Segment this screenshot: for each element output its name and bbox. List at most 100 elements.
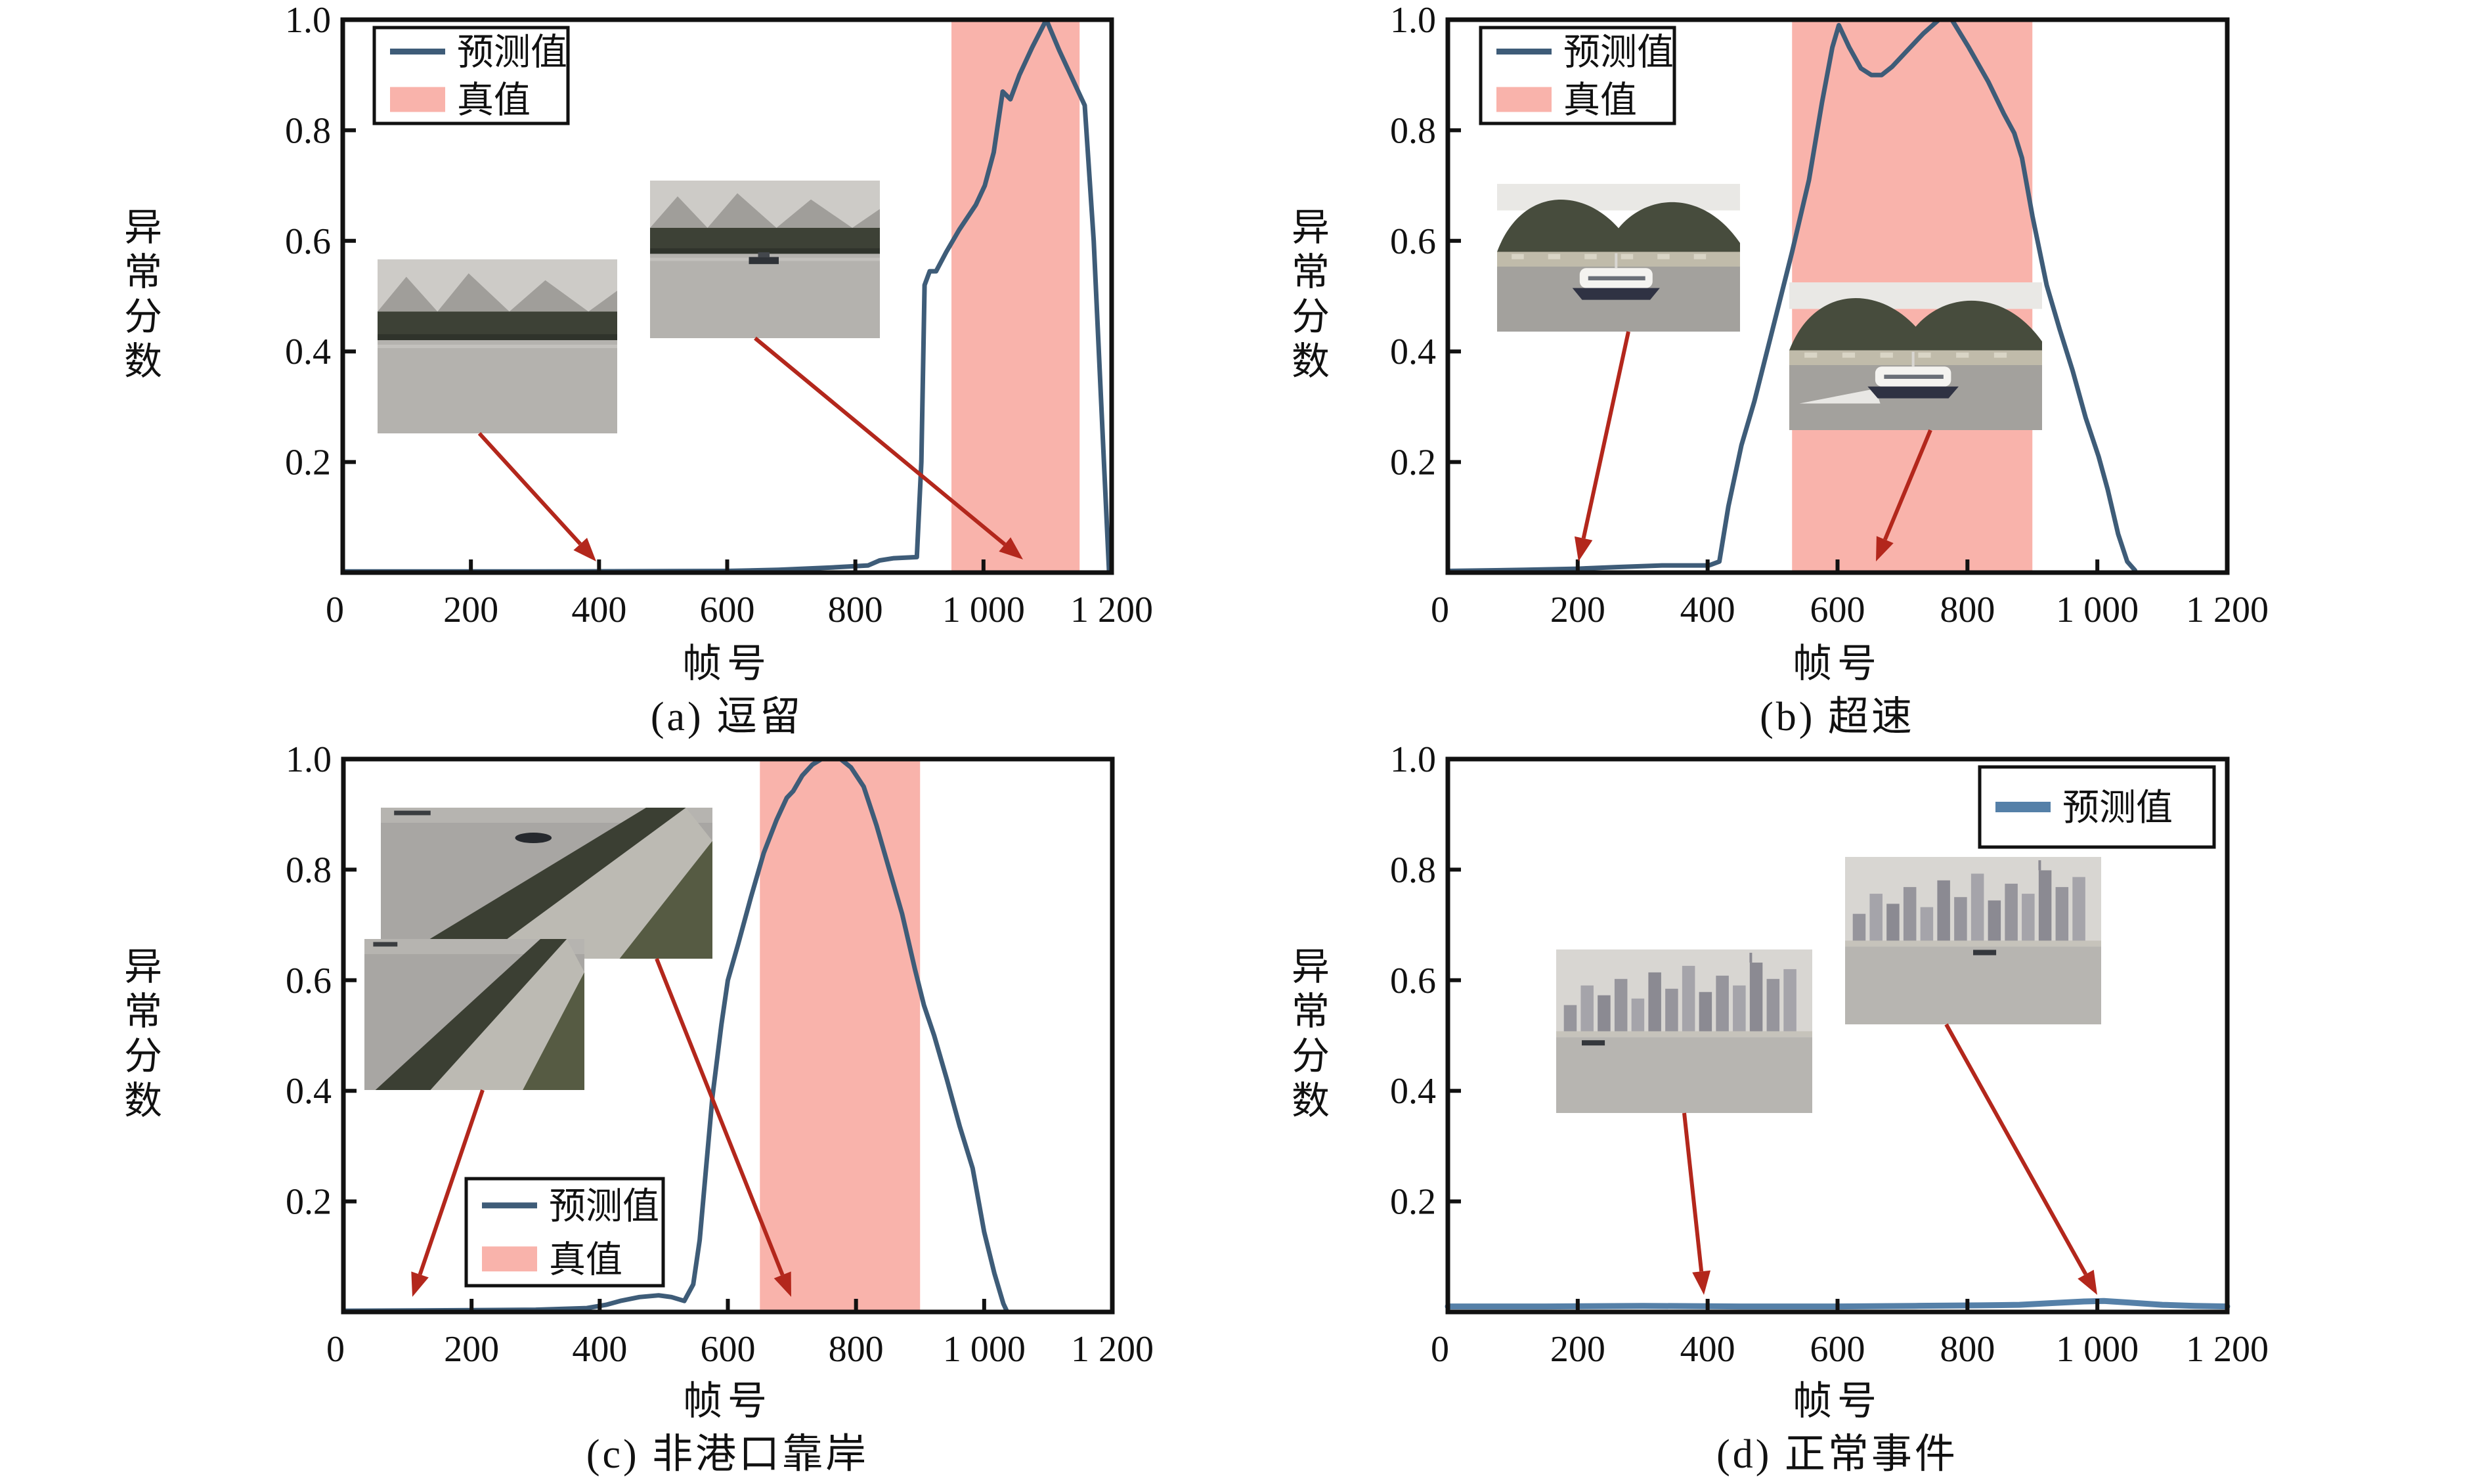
inset-building bbox=[2022, 894, 2035, 944]
ground-truth-band bbox=[951, 20, 1080, 573]
legend-label: 真值 bbox=[1563, 81, 1637, 121]
inset-building bbox=[1869, 894, 1883, 944]
x-axis-label: 帧号 bbox=[683, 1380, 772, 1423]
inset-town-houses bbox=[1804, 352, 1818, 358]
inset-shore bbox=[378, 334, 617, 341]
x-tick-label: 0 bbox=[326, 590, 344, 630]
x-tick-label: 1 000 bbox=[943, 1329, 1026, 1370]
inset-image bbox=[650, 181, 880, 338]
inset-road bbox=[430, 939, 584, 1090]
y-tick-label: 0.2 bbox=[1390, 443, 1436, 483]
annotation-arrow-head bbox=[2078, 1269, 2097, 1295]
x-tick-label: 800 bbox=[1940, 590, 1995, 630]
inset-town-houses bbox=[1548, 253, 1561, 259]
annotation-arrow-head bbox=[773, 1271, 791, 1297]
inset-building bbox=[1783, 969, 1796, 1035]
y-tick-label: 0.6 bbox=[1390, 221, 1436, 262]
inset-boat bbox=[1582, 1040, 1605, 1046]
prediction-line bbox=[1445, 17, 2137, 573]
inset-building bbox=[1920, 907, 1934, 944]
annotation-arrow-shaft bbox=[655, 957, 785, 1276]
y-tick-label: 0.6 bbox=[285, 221, 331, 262]
legend: 预测值 bbox=[1978, 765, 2216, 849]
inset-building bbox=[1614, 978, 1628, 1035]
annotation-arrow-shaft bbox=[1682, 1112, 1704, 1272]
inset-building bbox=[1648, 972, 1661, 1035]
annotation-arrow-shaft bbox=[754, 336, 1007, 546]
y-axis-label: 异常分数 bbox=[118, 207, 161, 385]
inset-building bbox=[1954, 897, 1967, 944]
inset-waterfront bbox=[1556, 1031, 1812, 1037]
inset-town-houses bbox=[1657, 253, 1670, 259]
ground-truth-band bbox=[760, 759, 921, 1312]
annotation-arrow-head bbox=[573, 537, 596, 561]
inset-building bbox=[1682, 965, 1695, 1035]
x-tick-label: 800 bbox=[829, 1329, 884, 1370]
inset-town-houses bbox=[1956, 352, 1969, 358]
legend-label: 预测值 bbox=[1563, 33, 1674, 74]
panel-d-chart: 0 200 400 600 800 1 000 1 200 0.2 0.4 0.6 0.8 1.0 预测… bbox=[1390, 742, 2269, 1370]
x-tick-label: 1 000 bbox=[2056, 1329, 2139, 1370]
inset-building bbox=[1580, 985, 1594, 1035]
panel-a-chart: 0 200 400 600 800 1 000 1 200 0.2 0.4 0.6 0.8 1.0 预测… bbox=[285, 0, 1153, 630]
inset-building bbox=[1665, 988, 1678, 1035]
inset-building bbox=[1903, 886, 1917, 944]
panel-a: 0 200 400 600 800 1 000 1 200 0.2 0.4 0.6 0.8 1.0 预测… bbox=[0, 0, 1241, 742]
inset-treeline bbox=[378, 311, 617, 338]
panel-caption: (a) 逗留 bbox=[650, 695, 804, 739]
annotation-arrow-head bbox=[999, 537, 1023, 559]
inset-vehicle bbox=[515, 832, 552, 844]
inset-ferry-windows bbox=[1588, 276, 1645, 280]
inset-building bbox=[1563, 1005, 1577, 1035]
x-tick-label: 200 bbox=[444, 1329, 499, 1370]
panel-c: 0 200 400 600 800 1 000 1 200 0.2 0.4 0.6 0.8 1.0 预测… bbox=[0, 742, 1241, 1484]
inset-water bbox=[650, 253, 880, 338]
legend-label: 预测值 bbox=[549, 1187, 659, 1227]
x-tick-label: 600 bbox=[1810, 590, 1865, 630]
y-tick-label: 0.6 bbox=[286, 961, 332, 1001]
x-tick-label: 1 000 bbox=[2056, 590, 2139, 630]
legend-band-swatch bbox=[482, 1246, 537, 1272]
legend-label: 预测值 bbox=[2062, 788, 2173, 829]
annotation-arrow-shaft bbox=[418, 1089, 485, 1275]
panel-caption: (b) 超速 bbox=[1760, 695, 1915, 739]
y-tick-label: 0.8 bbox=[286, 850, 332, 890]
annotation-arrow-head bbox=[1574, 536, 1593, 561]
legend-label: 预测值 bbox=[457, 33, 567, 74]
inset-image bbox=[364, 939, 584, 1090]
inset-town-houses bbox=[1993, 352, 2007, 358]
x-tick-label: 800 bbox=[1940, 1329, 1995, 1370]
inset-reeds bbox=[375, 939, 567, 1090]
inset-treeline bbox=[650, 228, 880, 251]
inset-town-houses bbox=[1693, 253, 1707, 259]
y-tick-label: 0.2 bbox=[285, 443, 331, 483]
inset-waterfront bbox=[1845, 940, 2101, 947]
inset-reeds bbox=[397, 808, 686, 959]
x-tick-label: 600 bbox=[700, 590, 755, 630]
panel-b: 0 200 400 600 800 1 000 1 200 0.2 0.4 0.6 0.8 1.0 预测… bbox=[1241, 0, 2482, 742]
x-tick-label: 800 bbox=[828, 590, 883, 630]
annotation-arrow-head bbox=[1692, 1270, 1711, 1295]
y-tick-label: 0.4 bbox=[286, 1071, 332, 1112]
inset-grass bbox=[523, 972, 584, 1090]
x-tick-label: 1 200 bbox=[1071, 1329, 1154, 1370]
x-tick-label: 400 bbox=[1680, 590, 1735, 630]
legend-label: 真值 bbox=[457, 81, 531, 121]
panel-c-chart: 0 200 400 600 800 1 000 1 200 0.2 0.4 0.6 0.8 1.0 预测… bbox=[286, 742, 1154, 1370]
y-tick-label: 1.0 bbox=[1390, 742, 1436, 780]
y-tick-label: 0.6 bbox=[1390, 961, 1436, 1001]
prediction-line bbox=[341, 756, 1010, 1315]
x-tick-label: 600 bbox=[701, 1329, 756, 1370]
y-tick-label: 1.0 bbox=[1390, 0, 1436, 41]
inset-forest bbox=[1789, 297, 2042, 359]
inset-image bbox=[1497, 184, 1740, 332]
annotation-arrow-head bbox=[411, 1271, 429, 1297]
x-tick-label: 1 200 bbox=[2186, 590, 2269, 630]
legend-border bbox=[1479, 26, 1676, 125]
x-tick-label: 1 200 bbox=[2186, 1329, 2269, 1370]
x-tick-label: 600 bbox=[1810, 1329, 1865, 1370]
y-tick-label: 1.0 bbox=[285, 0, 331, 41]
legend-band-swatch bbox=[390, 87, 445, 112]
